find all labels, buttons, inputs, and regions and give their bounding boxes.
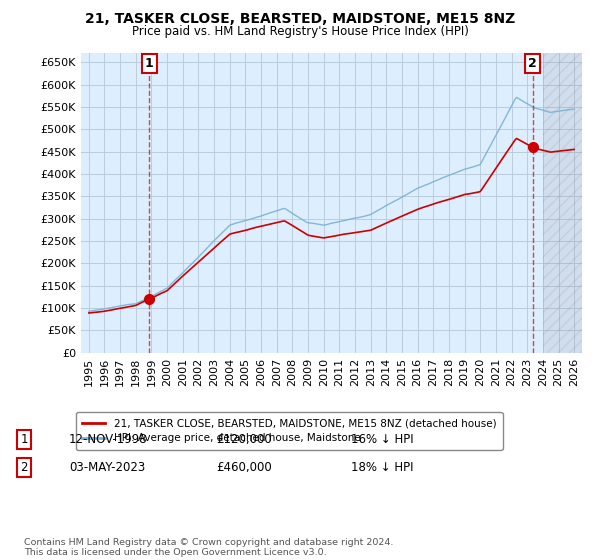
Legend: 21, TASKER CLOSE, BEARSTED, MAIDSTONE, ME15 8NZ (detached house), HPI: Average p: 21, TASKER CLOSE, BEARSTED, MAIDSTONE, M… — [76, 412, 503, 450]
Text: £120,000: £120,000 — [216, 433, 272, 446]
Text: 2: 2 — [528, 57, 537, 70]
Text: Contains HM Land Registry data © Crown copyright and database right 2024.
This d: Contains HM Land Registry data © Crown c… — [24, 538, 394, 557]
Text: £460,000: £460,000 — [216, 461, 272, 474]
Text: 2: 2 — [20, 461, 28, 474]
Text: 18% ↓ HPI: 18% ↓ HPI — [351, 461, 413, 474]
Text: 03-MAY-2023: 03-MAY-2023 — [69, 461, 145, 474]
Text: 16% ↓ HPI: 16% ↓ HPI — [351, 433, 413, 446]
Text: Price paid vs. HM Land Registry's House Price Index (HPI): Price paid vs. HM Land Registry's House … — [131, 25, 469, 38]
Text: 21, TASKER CLOSE, BEARSTED, MAIDSTONE, ME15 8NZ: 21, TASKER CLOSE, BEARSTED, MAIDSTONE, M… — [85, 12, 515, 26]
Bar — [543, 53, 582, 353]
Bar — [543, 53, 582, 353]
Text: 1: 1 — [20, 433, 28, 446]
Text: 1: 1 — [145, 57, 154, 70]
Text: 12-NOV-1998: 12-NOV-1998 — [69, 433, 148, 446]
